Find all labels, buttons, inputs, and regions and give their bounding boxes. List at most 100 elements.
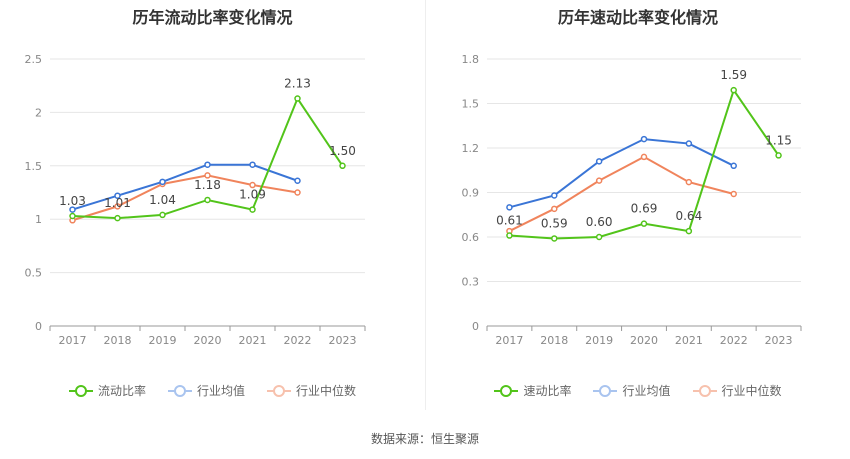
y-tick-label: 1.5 bbox=[462, 98, 480, 111]
legend-label: 流动比率 bbox=[97, 384, 146, 398]
legend-line-icon bbox=[692, 384, 717, 397]
x-tick-label: 2022 bbox=[720, 334, 748, 347]
x-tick-label: 2020 bbox=[630, 334, 658, 347]
x-tick-label: 2020 bbox=[194, 334, 222, 347]
data-point bbox=[114, 214, 121, 222]
series-line bbox=[72, 163, 298, 211]
y-tick-label: 1.8 bbox=[462, 53, 480, 66]
y-tick-label: 0 bbox=[472, 320, 479, 333]
x-tick-label: 2017 bbox=[59, 334, 87, 347]
data-point bbox=[595, 158, 603, 165]
data-point bbox=[685, 140, 693, 147]
legend-item-current-ratio[interactable]: 流动比率 bbox=[68, 382, 146, 399]
data-point bbox=[551, 192, 558, 199]
panel-divider bbox=[425, 0, 426, 410]
data-label: 1.50 bbox=[329, 144, 356, 158]
data-label: 1.04 bbox=[149, 193, 176, 207]
legend-label: 行业均值 bbox=[622, 384, 671, 398]
y-tick-label: 0.6 bbox=[462, 231, 480, 244]
x-tick-label: 2023 bbox=[765, 334, 793, 347]
data-label: 1.59 bbox=[720, 68, 747, 82]
y-tick-label: 0.5 bbox=[25, 267, 43, 280]
chart-title: 历年速动比率变化情况 bbox=[557, 8, 718, 27]
legend-item-industry-median[interactable]: 行业中位数 bbox=[692, 382, 782, 399]
data-point bbox=[294, 177, 301, 185]
series-line bbox=[509, 138, 735, 209]
series-line bbox=[72, 174, 298, 222]
y-tick-label: 1.5 bbox=[25, 160, 43, 173]
data-label: 1.03 bbox=[59, 194, 86, 208]
legend-item-industry-mean[interactable]: 行业均值 bbox=[167, 382, 245, 399]
x-tick-label: 2019 bbox=[149, 334, 177, 347]
legend-label: 行业均值 bbox=[196, 384, 245, 398]
y-tick-label: 2 bbox=[35, 106, 42, 119]
data-point bbox=[204, 161, 211, 168]
data-point bbox=[69, 206, 76, 213]
data-label: 0.59 bbox=[541, 216, 568, 230]
data-point bbox=[595, 233, 603, 241]
data-point bbox=[640, 135, 648, 143]
chart-legend: 速动比率 行业均值 行业中位数 bbox=[426, 382, 850, 399]
x-tick-label: 2018 bbox=[540, 334, 568, 347]
legend-line-icon bbox=[593, 384, 618, 397]
x-tick-label: 2021 bbox=[675, 334, 703, 347]
legend-label: 速动比率 bbox=[523, 384, 572, 398]
series-line bbox=[508, 155, 734, 232]
data-label: 0.61 bbox=[496, 214, 523, 228]
data-point bbox=[730, 162, 737, 170]
chart-legend: 流动比率 行业均值 行业中位数 bbox=[0, 382, 425, 399]
data-point bbox=[640, 220, 648, 227]
data-label: 1.01 bbox=[104, 196, 131, 210]
y-tick-label: 0.9 bbox=[462, 187, 480, 200]
data-point bbox=[775, 152, 782, 159]
legend-label: 行业中位数 bbox=[721, 384, 782, 398]
data-label: 1.15 bbox=[765, 133, 792, 147]
data-point bbox=[159, 211, 166, 219]
legend-label: 行业中位数 bbox=[296, 384, 357, 398]
y-tick-label: 0.3 bbox=[462, 276, 480, 289]
y-tick-label: 1 bbox=[35, 213, 42, 226]
data-label: 2.13 bbox=[284, 77, 311, 91]
data-point bbox=[685, 227, 693, 235]
data-point bbox=[249, 181, 256, 189]
legend-line-icon bbox=[167, 384, 192, 397]
x-tick-label: 2021 bbox=[239, 334, 267, 347]
data-point bbox=[294, 95, 301, 102]
data-label: 0.69 bbox=[631, 202, 658, 216]
data-point bbox=[339, 162, 346, 170]
y-tick-label: 1.2 bbox=[462, 142, 480, 155]
quick-ratio-plot: 0 0.3 0.6 0.9 1.2 1.5 1.8 2017 2018 2019 2020 2021 2… bbox=[462, 53, 802, 347]
chart-title: 历年流动比率变化情况 bbox=[132, 8, 293, 27]
data-point bbox=[730, 86, 737, 94]
quick-ratio-chart: 历年速动比率变化情况 0 0.3 0.6 0.9 1.2 1.5 1.8 2017 2018 20… bbox=[426, 0, 850, 410]
y-tick-label: 2.5 bbox=[25, 53, 43, 66]
data-point bbox=[69, 212, 76, 220]
data-point bbox=[114, 192, 121, 199]
data-label: 0.60 bbox=[586, 215, 613, 229]
current-ratio-chart: 历年流动比率变化情况 0 0.5 1 1.5 2 2.5 2017 2018 2019 2020 2… bbox=[0, 0, 425, 410]
x-tick-label: 2023 bbox=[329, 334, 357, 347]
legend-line-icon bbox=[494, 384, 519, 397]
y-tick-label: 0 bbox=[35, 320, 42, 333]
data-point bbox=[551, 205, 558, 213]
data-point bbox=[640, 153, 648, 161]
legend-item-industry-mean[interactable]: 行业均值 bbox=[593, 382, 671, 399]
legend-line-icon bbox=[267, 384, 291, 397]
data-point bbox=[294, 189, 301, 196]
data-point bbox=[551, 235, 558, 242]
legend-item-quick-ratio[interactable]: 速动比率 bbox=[494, 382, 571, 399]
data-point bbox=[114, 203, 121, 210]
data-point bbox=[506, 204, 513, 211]
data-label: 1.18 bbox=[194, 178, 221, 192]
data-point bbox=[730, 190, 737, 198]
legend-item-industry-median[interactable]: 行业中位数 bbox=[267, 382, 356, 399]
legend-line-icon bbox=[68, 384, 93, 397]
current-ratio-plot: 0 0.5 1 1.5 2 2.5 2017 2018 2019 2020 2021 2022 2023… bbox=[25, 53, 366, 347]
x-tick-label: 2017 bbox=[495, 334, 523, 347]
data-label: 0.64 bbox=[675, 209, 702, 223]
data-point bbox=[595, 177, 603, 184]
data-source-note: 数据来源：恒生聚源 bbox=[370, 432, 479, 446]
x-tick-label: 2018 bbox=[104, 334, 132, 347]
data-point bbox=[685, 178, 693, 186]
data-label: 1.09 bbox=[239, 188, 266, 202]
